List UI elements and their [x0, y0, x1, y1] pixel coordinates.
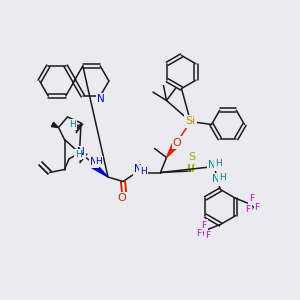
Text: O: O [118, 193, 127, 203]
Text: N: N [90, 157, 98, 167]
Text: F: F [201, 220, 207, 230]
Polygon shape [91, 163, 108, 177]
Text: F: F [250, 194, 255, 203]
Text: H: H [70, 120, 76, 129]
Polygon shape [51, 122, 58, 128]
Text: F: F [205, 231, 211, 240]
Text: H: H [75, 150, 81, 159]
Text: N: N [134, 164, 142, 175]
Polygon shape [167, 140, 180, 158]
Text: Si: Si [185, 116, 196, 127]
Text: H: H [215, 159, 221, 168]
Text: N: N [212, 174, 220, 184]
Text: N: N [208, 160, 216, 170]
Text: H: H [96, 157, 102, 166]
Text: F: F [196, 229, 202, 238]
Text: H: H [219, 173, 225, 182]
Text: N: N [77, 147, 85, 158]
Text: F: F [246, 205, 251, 214]
Text: S: S [188, 152, 196, 163]
Text: H: H [140, 167, 146, 176]
Text: N: N [97, 94, 105, 104]
Text: F: F [255, 203, 260, 212]
Text: O: O [172, 137, 182, 148]
